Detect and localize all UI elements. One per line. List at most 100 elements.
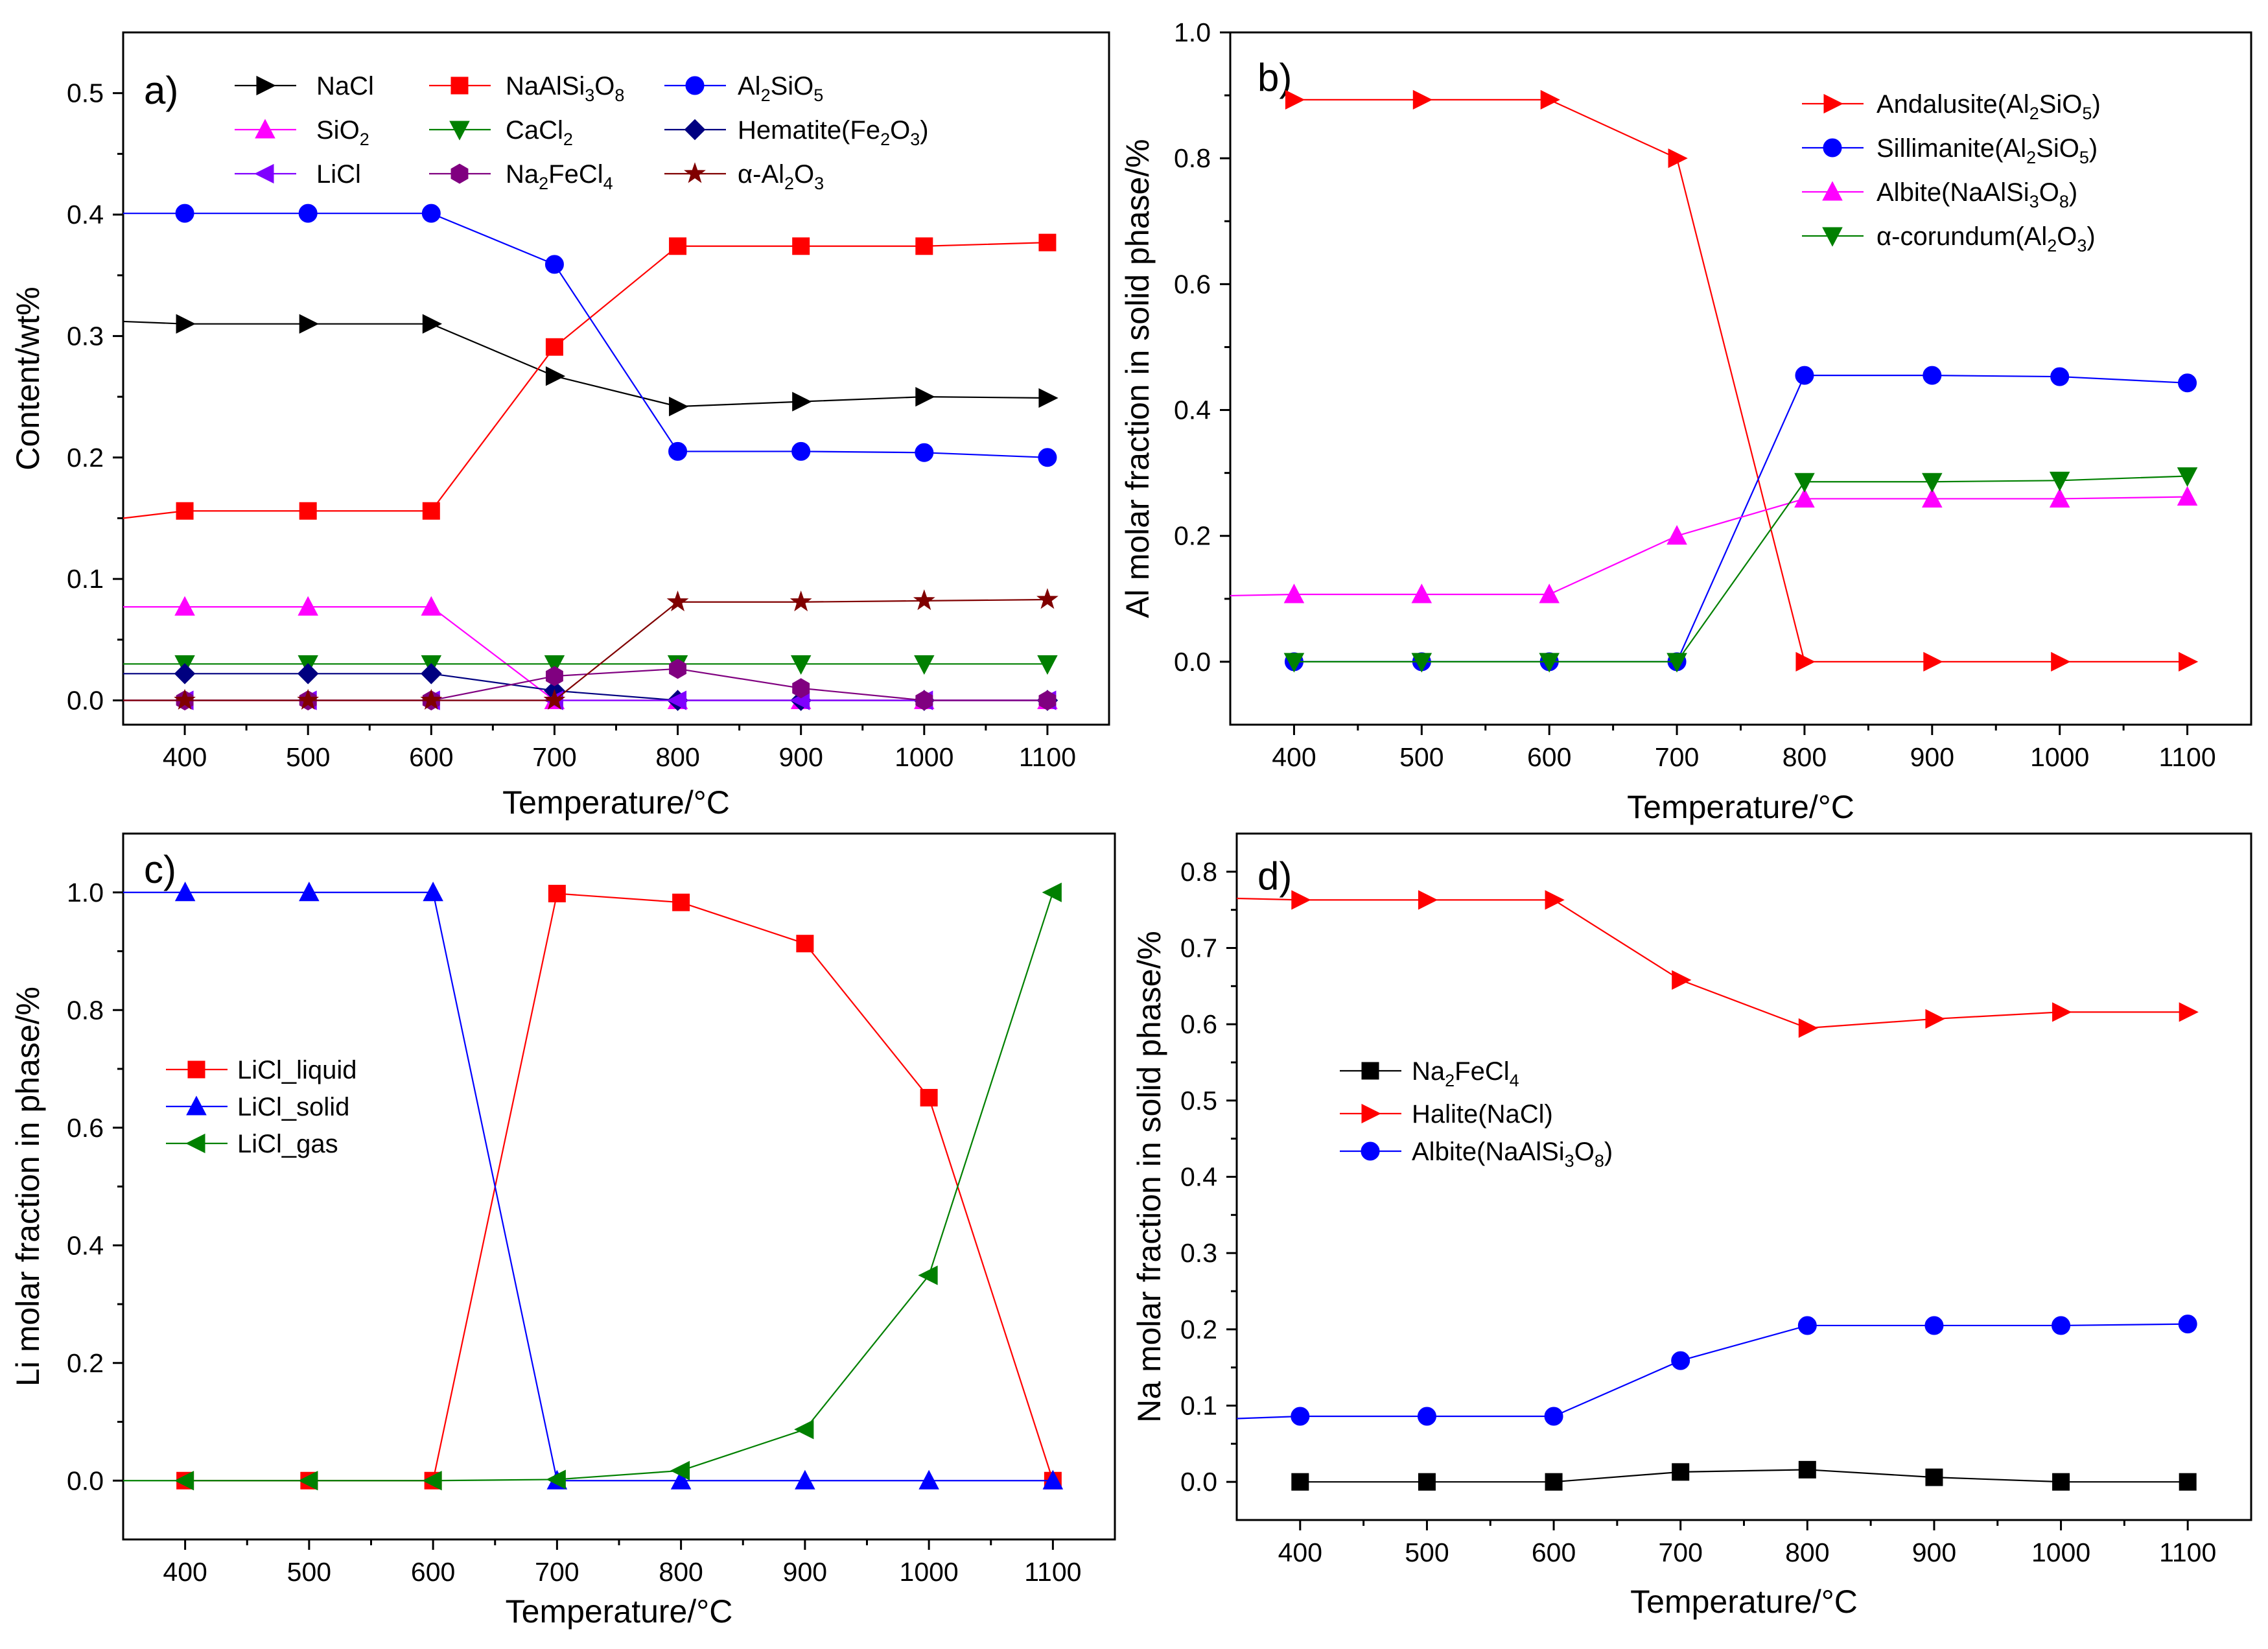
data-point — [913, 589, 935, 611]
data-point — [174, 688, 196, 710]
x-tick-label: 1100 — [2159, 1538, 2216, 1567]
legend-item: Hematite(Fe2O3) — [664, 116, 929, 149]
legend-marker — [450, 163, 469, 184]
x-tick-label: 700 — [535, 1557, 579, 1587]
panel-label: c) — [144, 848, 176, 891]
y-axis-title: Al molar fraction in solid phase/% — [1119, 139, 1156, 618]
data-point — [299, 502, 317, 520]
legend: NaCl NaAlSi3O8 Al2SiO5 SiO2 CaCl2 Hematite(Fe… — [235, 72, 929, 193]
series-line — [123, 606, 1047, 701]
x-tick-label: 600 — [1527, 742, 1571, 772]
legend-item: NaAlSi3O8 — [429, 72, 624, 105]
data-point — [1411, 653, 1432, 673]
data-point — [1794, 473, 1815, 493]
legend-item: LiCl_solid — [166, 1093, 349, 1121]
legend-label: Na2FeCl4 — [1412, 1057, 1519, 1090]
legend-item: Albite(NaAlSi3O8) — [1340, 1138, 1613, 1171]
x-tick-label: 400 — [163, 742, 207, 772]
legend-item: Halite(NaCl) — [1340, 1100, 1553, 1129]
legend-marker — [186, 1095, 207, 1116]
x-tick-label: 1100 — [1019, 742, 1076, 772]
data-point — [1795, 651, 1816, 672]
series-line — [1294, 475, 2188, 663]
data-point — [2179, 1473, 2197, 1491]
panel-a-chart: 400 500 600 700 800 900 1000 1100 0.0 0.1 0.2 0.3 0.… — [10, 31, 1110, 821]
data-point — [1794, 487, 1815, 508]
y-tick-label: 0.0 — [67, 1466, 104, 1495]
x-tick-label: 1000 — [900, 1557, 959, 1587]
x-tick-label: 500 — [1405, 1538, 1449, 1567]
legend-marker — [685, 76, 705, 95]
data-point — [2179, 1002, 2199, 1022]
legend-label: LiCl_gas — [237, 1130, 338, 1158]
x-tick-label: 800 — [659, 1557, 703, 1587]
data-point — [1798, 1018, 1819, 1038]
data-point — [1291, 890, 1311, 910]
legend-item: SiO2 — [235, 116, 369, 149]
data-point — [1418, 1473, 1436, 1491]
data-point — [174, 596, 195, 616]
legend-marker — [684, 119, 706, 141]
data-point — [1042, 1469, 1064, 1490]
series-nacl — [123, 314, 1058, 417]
x-tick-label: 1100 — [2158, 742, 2215, 772]
data-point — [1283, 653, 1305, 673]
data-point — [2178, 1315, 2197, 1334]
data-point — [1923, 366, 1942, 385]
series-line — [1236, 897, 2188, 1029]
series-line — [185, 893, 1054, 1482]
data-point — [2177, 485, 2198, 506]
series-sio2 — [123, 596, 1058, 710]
y-tick-label: 0.2 — [67, 1348, 104, 1378]
data-point — [2049, 487, 2070, 508]
data-point — [1038, 388, 1058, 408]
legend-marker — [254, 163, 274, 184]
data-point — [1923, 651, 1943, 672]
x-tick-label: 600 — [411, 1557, 455, 1587]
x-tick-label: 900 — [778, 742, 823, 772]
data-point — [298, 1471, 318, 1491]
series-al2sio5 — [123, 204, 1057, 467]
data-point — [791, 441, 811, 461]
series-licl-gas — [123, 882, 1062, 1491]
data-point — [795, 1469, 815, 1490]
data-point — [1922, 473, 1943, 493]
series-line — [123, 598, 1047, 701]
data-point — [1036, 588, 1058, 609]
data-point — [792, 392, 812, 412]
legend-marker — [256, 75, 276, 96]
series-albite-naalsi3o8 — [1236, 1315, 2197, 1426]
data-point — [2049, 471, 2070, 491]
data-point — [792, 237, 810, 255]
data-point — [1671, 1351, 1690, 1370]
data-point — [546, 1469, 566, 1490]
legend-marker — [450, 76, 469, 95]
y-tick-label: 0.8 — [1174, 143, 1211, 173]
series-line — [123, 673, 1047, 701]
series-na2fecl4 — [123, 659, 1057, 711]
plot-frame — [122, 832, 1116, 1541]
legend-item: LiCl_gas — [166, 1130, 338, 1158]
data-point — [174, 662, 196, 684]
data-point — [1038, 233, 1057, 251]
data-point — [915, 443, 934, 462]
legend-marker — [255, 119, 275, 139]
series-line — [1294, 375, 2188, 663]
legend-label: LiCl — [316, 160, 361, 189]
data-point — [1795, 366, 1814, 385]
data-point — [2052, 1002, 2072, 1022]
data-point — [1925, 1468, 1943, 1486]
series-al2o3 — [123, 588, 1058, 710]
y-tick-label: 0.4 — [67, 1230, 104, 1260]
legend-label: SiO2 — [316, 116, 369, 149]
y-tick-label: 0.2 — [1180, 1315, 1217, 1344]
data-point — [1797, 1316, 1817, 1335]
x-tick-label: 800 — [1783, 742, 1827, 772]
panel-d-chart: 400 500 600 700 800 900 1000 1100 0.0 0.1 0.2 0.3 0.… — [1131, 832, 2252, 1620]
series-andalusite-al2sio5 — [1285, 89, 2199, 672]
y-tick-label: 0.5 — [67, 78, 104, 108]
data-point — [669, 237, 687, 255]
data-point — [1412, 89, 1433, 110]
legend-label: LiCl_solid — [237, 1093, 349, 1121]
panel-b-chart: 400 500 600 700 800 900 1000 1100 0.0 0.2 0.4 0.6 0.… — [1119, 18, 2252, 825]
